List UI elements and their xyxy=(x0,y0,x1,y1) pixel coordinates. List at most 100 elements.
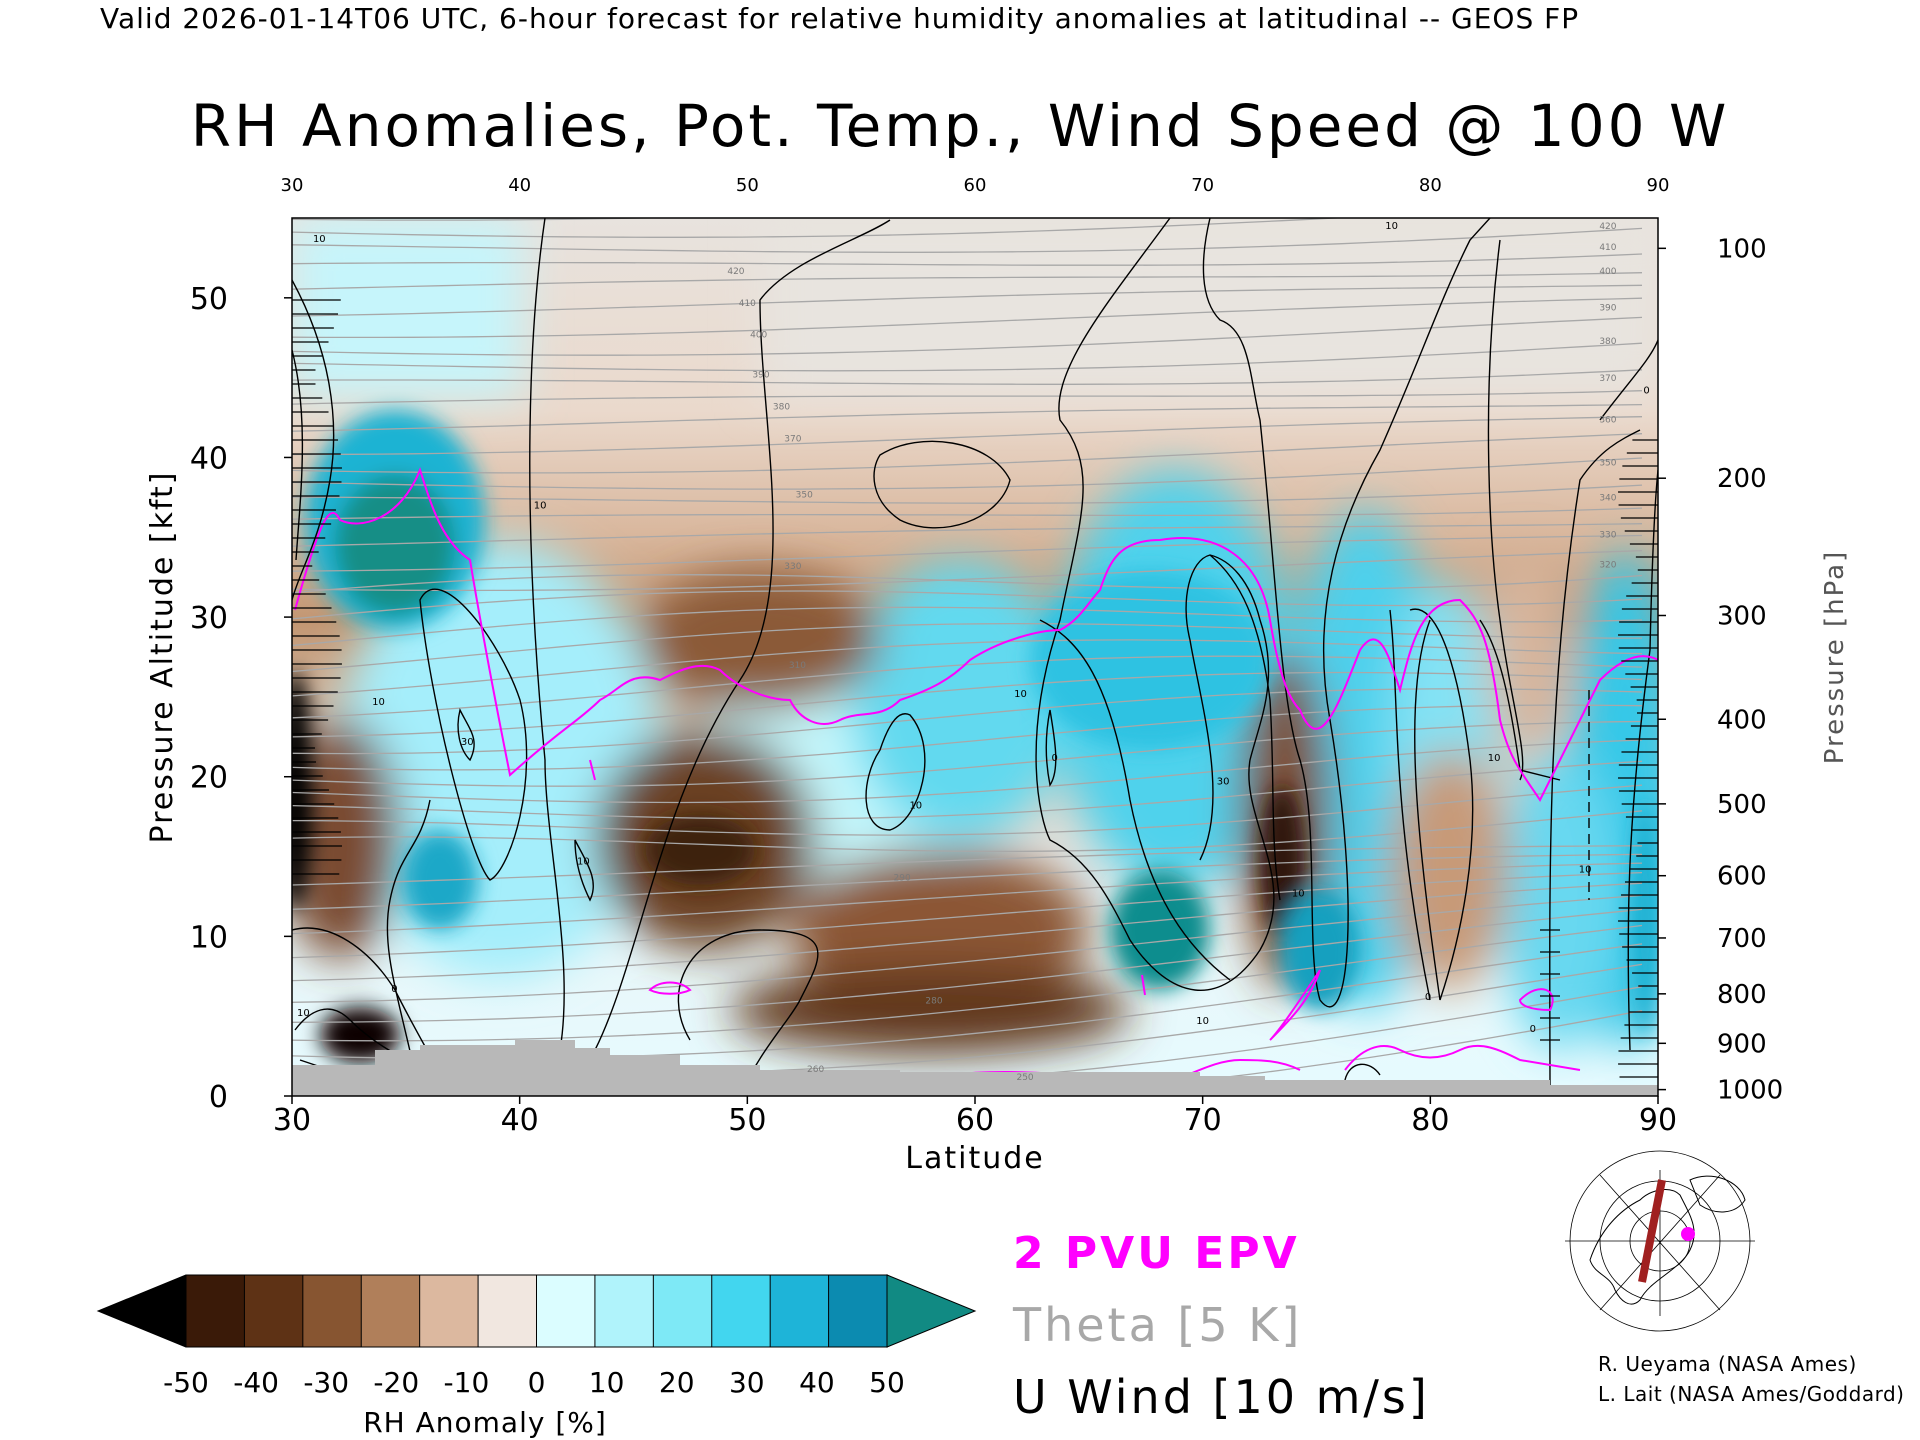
theta-contour xyxy=(292,810,1643,853)
colorbar-tick-label: 30 xyxy=(729,1366,765,1399)
wind-labels: 10 10 10 30 10 0 10 10 30 10 10 10 0 10 10 0 0 10 0 xyxy=(297,221,1650,1035)
colorbar-cell xyxy=(594,1274,655,1348)
theta-label: 370 xyxy=(784,434,801,444)
colorbar-tick-label: -30 xyxy=(303,1366,349,1399)
wind-label: 30 xyxy=(1217,777,1230,788)
legend-theta: Theta [5 K] xyxy=(1013,1298,1303,1352)
theta-contour xyxy=(292,272,1643,290)
wind-label: 10 xyxy=(1579,865,1592,876)
theta-contour xyxy=(292,720,1643,787)
theta-label: 410 xyxy=(739,299,756,309)
theta-contour xyxy=(292,853,1643,910)
rh-field-detail xyxy=(292,410,1658,1063)
wind-label: 30 xyxy=(461,737,474,748)
colorbar-high-arrow xyxy=(886,1274,977,1348)
location-marker xyxy=(1681,1227,1695,1241)
top-x-tick-label: 60 xyxy=(964,175,987,196)
theta-contour xyxy=(292,390,1643,405)
credit-author-1: R. Ueyama (NASA Ames) xyxy=(1598,1352,1857,1376)
theta-contour xyxy=(292,433,1643,474)
theta-label: 350 xyxy=(1599,458,1616,468)
pressure-tick-label: 700 xyxy=(1717,924,1767,954)
colorbar-tick-label: -50 xyxy=(163,1366,209,1399)
wind-label: 10 xyxy=(313,234,326,245)
theta-contour xyxy=(292,507,1643,520)
x-tick-label: 80 xyxy=(1411,1103,1449,1138)
theta-label: 330 xyxy=(1599,530,1616,540)
theta-label: 390 xyxy=(752,371,769,381)
colorbar-tick-label: -20 xyxy=(373,1366,419,1399)
chart-title: RH Anomalies, Pot. Temp., Wind Speed @ 1… xyxy=(190,92,1730,160)
wind-label: 10 xyxy=(1196,1016,1209,1027)
pressure-tick-label: 900 xyxy=(1717,1029,1767,1059)
colorbar-cell xyxy=(652,1274,713,1348)
theta-label: 370 xyxy=(1599,374,1616,384)
rh-field-broad xyxy=(292,218,1658,1055)
theta-contour xyxy=(292,671,1643,738)
pressure-axis-label: Pressure [hPa] xyxy=(1820,550,1850,765)
theta-label: 350 xyxy=(796,490,813,500)
theta-contour xyxy=(292,845,1643,886)
wind-label: 0 xyxy=(1530,1024,1536,1035)
theta-contour xyxy=(292,760,1643,820)
colorbar-tick-label: 20 xyxy=(659,1366,695,1399)
valid-time-caption: Valid 2026-01-14T06 UTC, 6-hour forecast… xyxy=(100,2,1580,35)
legend-u-wind: U Wind [10 m/s] xyxy=(1013,1370,1430,1424)
theta-contour xyxy=(292,316,1643,356)
top-x-tick-label: 80 xyxy=(1419,175,1442,196)
colorbar-cell xyxy=(185,1274,246,1348)
theta-contour xyxy=(292,1010,1643,1096)
theta-contour xyxy=(292,523,1643,547)
colorbar-tick-label: 40 xyxy=(799,1366,835,1399)
theta-contour xyxy=(292,894,1643,1003)
pressure-tick-label: 400 xyxy=(1717,705,1767,735)
x-tick-label: 50 xyxy=(728,1103,766,1138)
top-x-tick-label: 30 xyxy=(281,175,304,196)
theta-contour xyxy=(292,416,1643,456)
theta-contour xyxy=(292,924,1643,1042)
colorbar-cell xyxy=(536,1274,596,1348)
y-tick-label: 40 xyxy=(190,441,228,476)
theta-contour xyxy=(292,227,1643,253)
wind-label: 10 xyxy=(577,857,590,868)
wind-label: 10 xyxy=(372,697,385,708)
legend-epv: 2 PVU EPV xyxy=(1013,1228,1300,1279)
theta-labels: 420 410 400 390 380 370 350 330 310 290 280 260 250 4… xyxy=(727,222,1616,1083)
colorbar-tick-label: 0 xyxy=(528,1366,546,1399)
colorbar-cell xyxy=(419,1274,480,1348)
theta-contour xyxy=(292,218,672,221)
theta-contour xyxy=(292,871,1643,959)
x-axis-label: Latitude xyxy=(905,1141,1044,1176)
theta-contour xyxy=(292,882,1643,982)
theta-contour xyxy=(292,908,1643,1023)
colorbar-tick-label: -10 xyxy=(444,1366,490,1399)
theta-contour xyxy=(292,253,1643,266)
theta-label: 420 xyxy=(727,267,744,277)
top-x-tick-label: 40 xyxy=(508,175,531,196)
theta-contour xyxy=(292,457,1643,490)
theta-contour xyxy=(292,590,1643,620)
theta-contour xyxy=(292,297,1643,339)
locator-map xyxy=(1562,1150,1758,1332)
rh-colorbar: -50 -40 -30 -20 -10 0 10 20 30 40 50 RH Anomaly [%… xyxy=(96,1274,977,1439)
theta-contour xyxy=(292,655,1643,719)
pressure-tick-label: 500 xyxy=(1717,790,1767,820)
y-tick-label: 50 xyxy=(190,282,228,317)
theta-contour xyxy=(292,549,1643,592)
topography-mask xyxy=(292,1040,1658,1096)
theta-label: 400 xyxy=(1599,267,1616,277)
theta-contour xyxy=(292,342,1643,372)
wind-label: 0 xyxy=(1051,753,1057,764)
colorbar-cell xyxy=(477,1274,538,1348)
x-tick-label: 90 xyxy=(1639,1103,1677,1138)
theta-label: 390 xyxy=(1599,304,1616,314)
theta-contours xyxy=(292,218,1643,1096)
theta-label: 260 xyxy=(807,1065,824,1075)
wind-label: 10 xyxy=(534,501,547,512)
theta-label: 320 xyxy=(1599,561,1616,571)
u-wind-contours xyxy=(292,218,1658,1096)
y-axis: 0 10 20 30 40 50 xyxy=(190,282,292,1115)
theta-label: 420 xyxy=(1599,222,1616,232)
x-axis: 30 40 50 60 70 80 90 xyxy=(273,1096,1677,1138)
